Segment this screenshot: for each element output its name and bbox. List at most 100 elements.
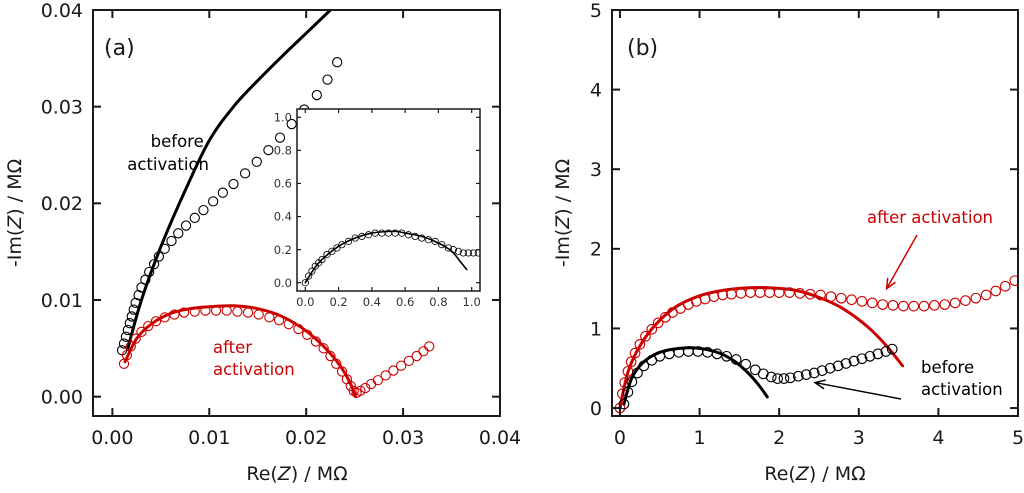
panel-a-label: (a) <box>104 36 135 61</box>
after-activation-data-point <box>150 316 162 327</box>
annotation-line: after <box>213 338 252 357</box>
before-activation-data-point <box>856 353 868 365</box>
x-axis-title-var: Z <box>277 463 292 485</box>
after-activation-data-point <box>980 289 992 301</box>
panel-b-arrowhead-before <box>813 379 826 390</box>
after-activation-data-point <box>411 350 422 362</box>
panel-b-arrowhead-after <box>885 277 896 291</box>
after-activation-data-point <box>372 375 384 386</box>
panel-b-arrow-after <box>885 234 918 289</box>
before-activation-data-point <box>308 267 316 275</box>
before-activation-data-point <box>311 89 322 101</box>
after-activation-data-point <box>396 360 407 371</box>
before-activation-data-point <box>848 355 860 367</box>
before-activation-data-point <box>301 279 309 287</box>
x-tick-label: 0.00 <box>91 427 133 449</box>
y-tick-label: 0.2 <box>274 243 292 257</box>
after-activation-data-point <box>784 287 795 298</box>
annotation-line: after activation <box>867 208 993 227</box>
panel-a-plot-frame <box>92 9 501 417</box>
y-tick-label: 0 <box>590 398 602 420</box>
panel-a-series-layer <box>116 10 435 399</box>
after-activation-data-point <box>130 333 141 344</box>
before-activation-data-point <box>322 74 333 85</box>
y-tick-label: 2 <box>590 239 602 261</box>
after-activation-data-point <box>887 299 899 311</box>
before-activation-data-point <box>721 350 732 362</box>
after-activation-data-point <box>242 307 254 318</box>
before-activation-data-point <box>832 360 844 372</box>
after-activation-data-point <box>143 320 154 332</box>
before-activation-data-point <box>444 244 452 252</box>
x-tick-label: 0.04 <box>479 427 521 449</box>
y-axis-title-var: Z <box>552 215 574 230</box>
panel-a-ticks: 0.00 0.01 0.02 0.03 0.04 0.00 0.01 0.02 0.03 0.04 <box>41 0 521 449</box>
panel-a-y-axis-title: -Im(Z) / MΩ <box>4 159 26 267</box>
annotation-line: activation <box>921 380 1003 399</box>
before-activation-data-point <box>166 235 177 247</box>
y-tick-label: 0.0 <box>274 276 292 290</box>
panel-b-ticks: 0 1 2 3 4 5 0 1 2 3 4 5 <box>590 0 1024 449</box>
series-group <box>614 275 1018 414</box>
after-activation-data-point <box>835 292 847 304</box>
before-activation-fit-line <box>622 346 769 406</box>
after-activation-data-point <box>918 300 930 312</box>
before-activation-data-point <box>464 249 472 257</box>
inset-ticks: 0.0 0.2 0.4 0.6 0.8 1.0 0.0 0.2 0.4 0.6 0.8 1.0 <box>274 109 481 309</box>
after-activation-data-point <box>846 294 857 306</box>
x-axis-title-post: ) / MΩ <box>291 463 348 485</box>
after-activation-data-point <box>418 346 429 357</box>
x-tick-label: 3 <box>853 427 865 449</box>
before-activation-data-point <box>217 187 229 198</box>
before-activation-data-point <box>808 367 820 379</box>
y-tick-label: 0.03 <box>41 97 83 119</box>
before-activation-fit-line <box>126 10 332 350</box>
before-activation-data-point <box>173 228 184 239</box>
after-activation-data-point <box>866 297 878 309</box>
y-tick-label: 0.02 <box>41 193 83 215</box>
y-axis-title-post: ) / MΩ <box>552 159 574 216</box>
y-tick-label: 4 <box>590 79 602 101</box>
panel-b-annotation-before: before activation <box>921 358 1003 399</box>
after-activation-data-point <box>232 306 243 317</box>
after-activation-data-point <box>136 326 147 338</box>
y-tick-label: 0.6 <box>274 177 292 191</box>
before-activation-data-point <box>438 241 446 249</box>
panel-b-y-axis-title: -Im(Z) / MΩ <box>552 159 574 267</box>
before-activation-data-point <box>344 237 353 245</box>
before-activation-data-point <box>332 57 343 68</box>
before-activation-data-point <box>274 132 286 143</box>
after-activation-data-point <box>388 365 399 376</box>
after-activation-data-point <box>318 343 329 354</box>
after-activation-fit-line <box>123 304 358 399</box>
before-activation-data-point <box>431 237 439 245</box>
before-activation-data-point <box>765 371 777 383</box>
x-tick-label: 0.6 <box>396 295 414 309</box>
x-tick-label: 0.2 <box>329 295 347 309</box>
y-tick-label: 0.01 <box>41 290 83 312</box>
x-tick-label: 0.01 <box>188 427 230 449</box>
after-activation-data-point <box>856 296 868 307</box>
before-activation-data-point <box>318 255 326 264</box>
x-tick-label: 0.4 <box>363 295 381 309</box>
after-activation-data-point <box>1009 275 1018 287</box>
panel-b: 0 1 2 3 4 5 0 1 2 3 4 5 (b) after activation before… <box>552 0 1024 485</box>
before-activation-data-point <box>239 168 251 179</box>
x-axis-title-var: Z <box>795 463 810 485</box>
inset-plot-frame <box>296 108 481 292</box>
after-activation-data-point <box>754 287 766 298</box>
after-activation-data-point <box>735 288 747 299</box>
y-tick-label: 0.8 <box>274 144 292 158</box>
panel-b-label: (b) <box>627 36 658 61</box>
panel-a-annotation-after: after activation <box>213 338 295 379</box>
before-activation-data-point <box>772 373 783 384</box>
x-axis-title-post: ) / MΩ <box>809 463 866 485</box>
after-activation-data-point <box>999 280 1011 292</box>
before-activation-data-point <box>305 272 313 280</box>
after-activation-data-point <box>221 305 232 316</box>
after-activation-fit-line <box>618 286 905 410</box>
after-activation-data-point <box>939 299 951 310</box>
panel-a-inset: 0.0 0.2 0.4 0.6 0.8 1.0 0.0 0.2 0.4 0.6 0.8 1.0 <box>274 108 481 309</box>
before-activation-data-point <box>411 232 419 240</box>
